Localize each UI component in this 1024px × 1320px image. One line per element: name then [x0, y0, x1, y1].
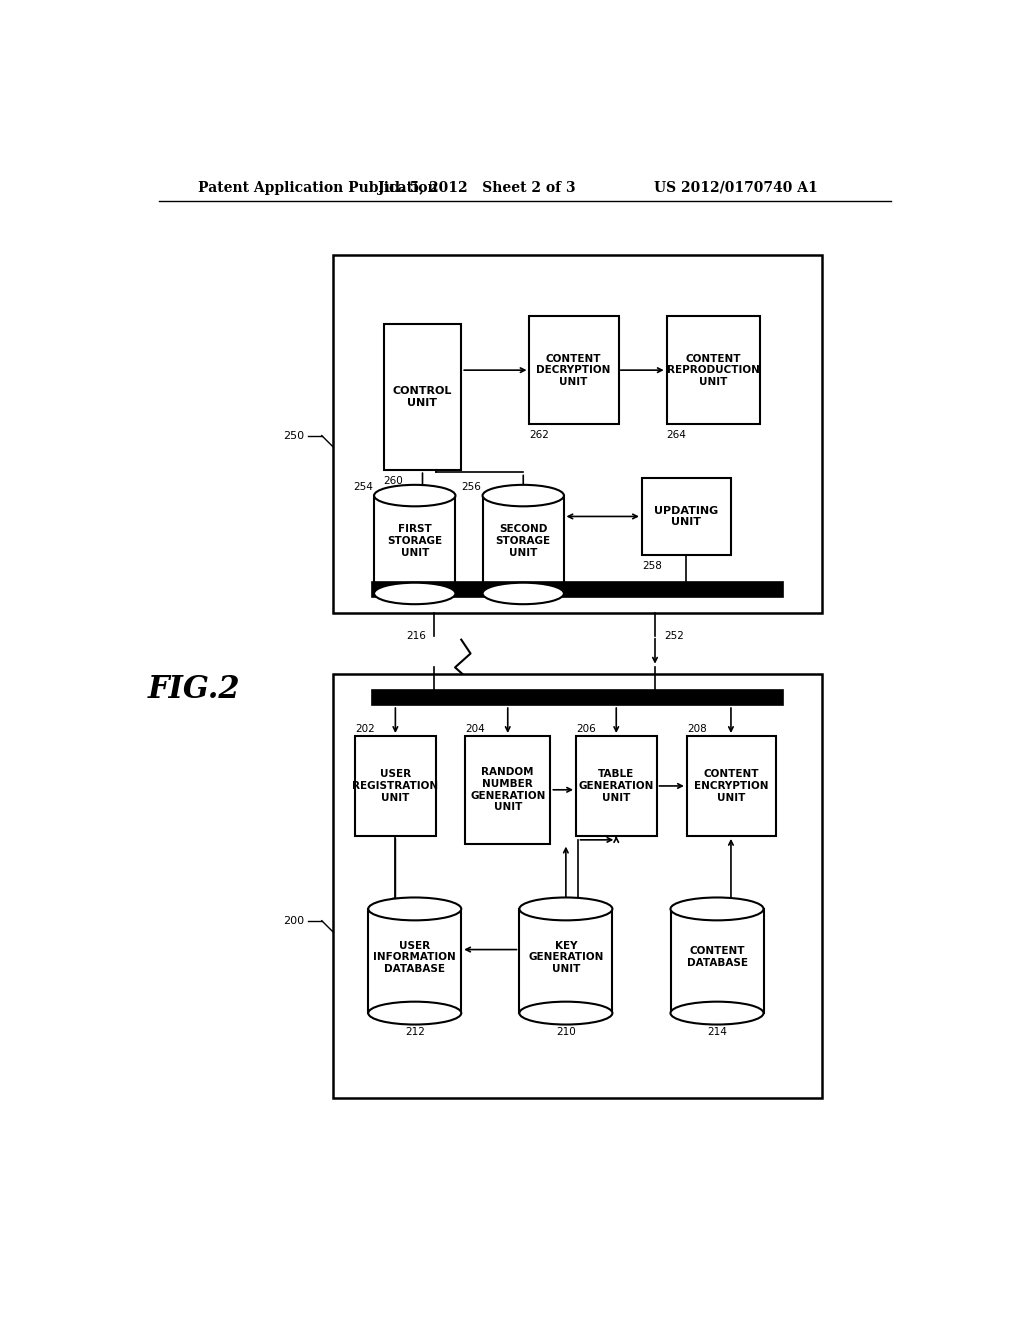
Bar [355, 737, 436, 836]
Bar [667, 317, 760, 424]
Bar [384, 323, 461, 470]
Text: 204: 204 [465, 725, 485, 734]
Bar [465, 737, 550, 843]
Bar [372, 582, 783, 598]
Text: 254: 254 [353, 482, 373, 492]
Text: USER
INFORMATION
DATABASE: USER INFORMATION DATABASE [374, 941, 456, 974]
Text: 252: 252 [665, 631, 684, 642]
Bar [334, 675, 821, 1098]
Bar [575, 737, 657, 836]
Text: 212: 212 [404, 1027, 425, 1038]
Ellipse shape [671, 1002, 764, 1024]
Text: CONTENT
REPRODUCTION
UNIT: CONTENT REPRODUCTION UNIT [667, 354, 760, 387]
Bar [374, 495, 456, 594]
Text: USER
REGISTRATION
UNIT: USER REGISTRATION UNIT [352, 770, 438, 803]
Bar [369, 909, 461, 1014]
Text: 262: 262 [529, 430, 549, 440]
Text: 260: 260 [384, 477, 403, 486]
Bar [519, 909, 612, 1014]
Text: 258: 258 [642, 561, 662, 572]
Bar [671, 909, 764, 1014]
Bar [529, 317, 618, 424]
Ellipse shape [519, 1002, 612, 1024]
Text: 200: 200 [284, 916, 305, 925]
Text: Jul. 5, 2012   Sheet 2 of 3: Jul. 5, 2012 Sheet 2 of 3 [378, 181, 575, 194]
Bar [642, 478, 731, 554]
Text: 208: 208 [687, 725, 707, 734]
Bar [372, 690, 783, 705]
Bar [334, 255, 821, 612]
Ellipse shape [671, 898, 764, 920]
Text: 264: 264 [667, 430, 686, 440]
Bar [482, 495, 564, 594]
Text: KEY
GENERATION
UNIT: KEY GENERATION UNIT [528, 941, 603, 974]
Text: FIRST
STORAGE
UNIT: FIRST STORAGE UNIT [387, 524, 442, 557]
Text: 250: 250 [284, 430, 305, 441]
Ellipse shape [482, 582, 564, 605]
Text: 256: 256 [462, 482, 481, 492]
Text: CONTENT
ENCRYPTION
UNIT: CONTENT ENCRYPTION UNIT [693, 770, 768, 803]
Text: FIG.2: FIG.2 [147, 675, 241, 705]
Text: 210: 210 [556, 1027, 575, 1038]
Bar [687, 737, 776, 836]
Ellipse shape [519, 898, 612, 920]
Text: CONTROL
UNIT: CONTROL UNIT [393, 387, 453, 408]
Ellipse shape [482, 484, 564, 507]
Text: US 2012/0170740 A1: US 2012/0170740 A1 [654, 181, 818, 194]
Ellipse shape [374, 582, 456, 605]
Text: 206: 206 [575, 725, 596, 734]
Text: CONTENT
DATABASE: CONTENT DATABASE [686, 946, 748, 968]
Ellipse shape [369, 1002, 461, 1024]
Text: 216: 216 [407, 631, 426, 642]
Text: RANDOM
NUMBER
GENERATION
UNIT: RANDOM NUMBER GENERATION UNIT [470, 767, 546, 812]
Text: UPDATING
UNIT: UPDATING UNIT [654, 506, 718, 527]
Text: CONTENT
DECRYPTION
UNIT: CONTENT DECRYPTION UNIT [537, 354, 610, 387]
Text: SECOND
STORAGE
UNIT: SECOND STORAGE UNIT [496, 524, 551, 557]
Text: 214: 214 [707, 1027, 727, 1038]
Text: Patent Application Publication: Patent Application Publication [198, 181, 437, 194]
Text: 202: 202 [355, 725, 375, 734]
Ellipse shape [369, 898, 461, 920]
Ellipse shape [374, 484, 456, 507]
Text: TABLE
GENERATION
UNIT: TABLE GENERATION UNIT [579, 770, 654, 803]
